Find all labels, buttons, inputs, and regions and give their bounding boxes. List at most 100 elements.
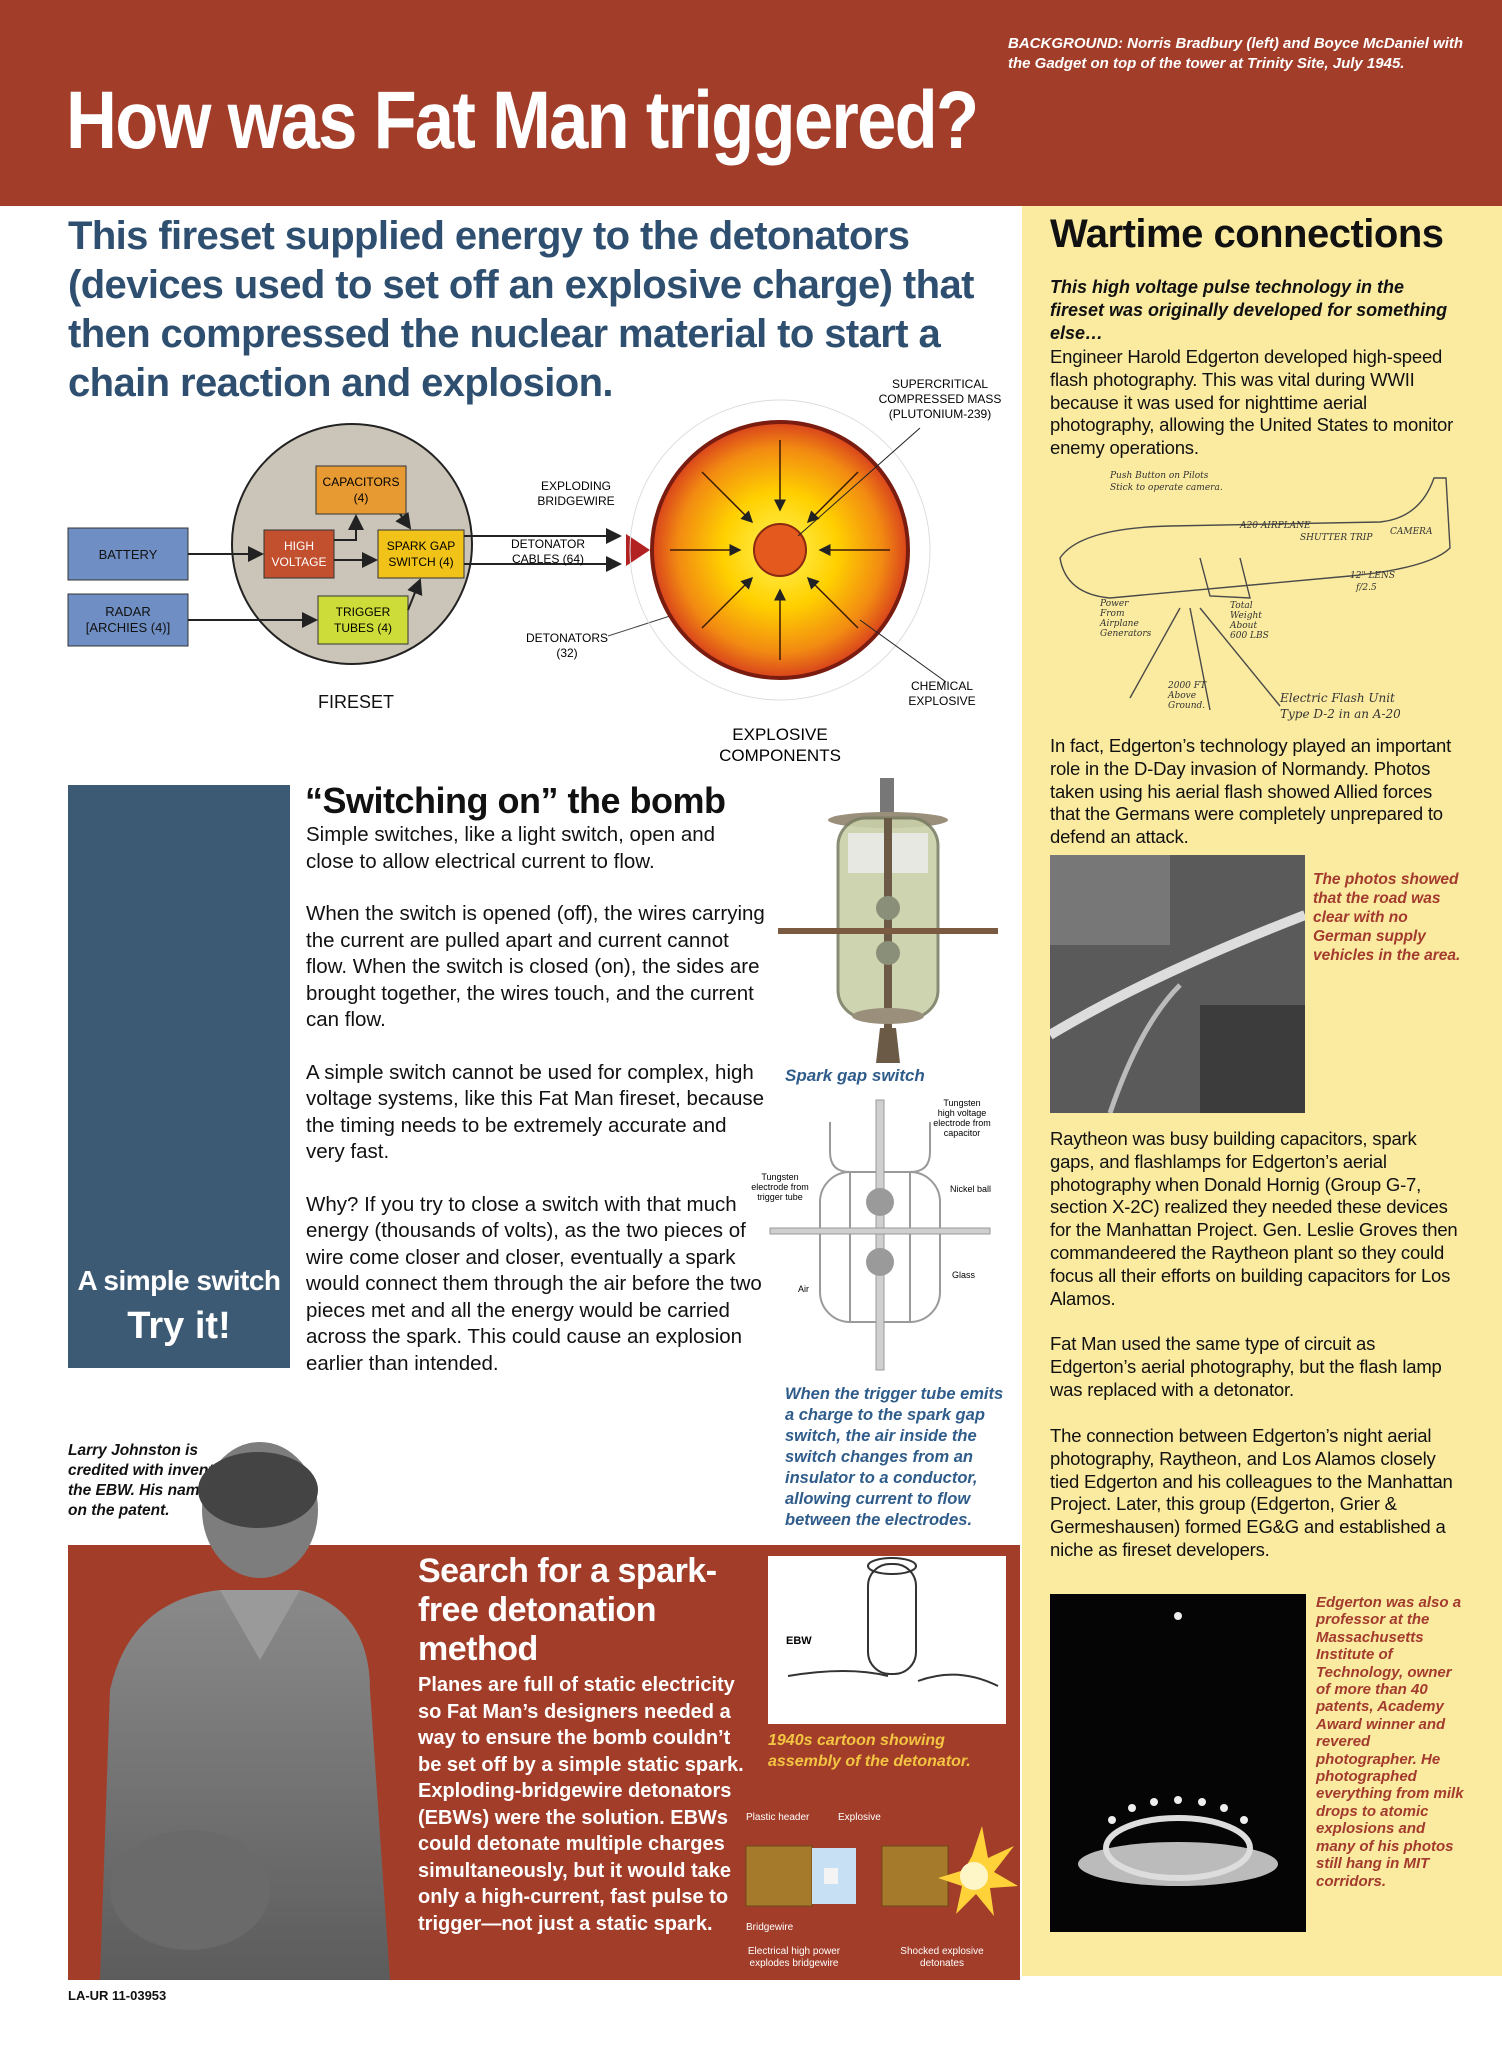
switching-paragraph: When the switch is opened (off), the wir… <box>306 902 765 1031</box>
milk-drop-photo <box>1050 1594 1306 1932</box>
background-caption: BACKGROUND: Norris Bradbury (left) and B… <box>1008 35 1464 72</box>
sketch-flash-2: Type D-2 in an A-20 <box>1280 707 1401 721</box>
sketch-a20: A20 AIRPLANE <box>1239 521 1311 531</box>
trigger-to-spark-arrow <box>407 578 423 611</box>
simple-switch-panel[interactable]: A simple switch Try it! <box>68 785 290 1368</box>
sketch-camera: CAMERA <box>1390 527 1433 537</box>
bridgewire-connector <box>626 534 650 566</box>
hv-to-cap-arrow <box>334 514 364 541</box>
battery-box <box>67 527 189 581</box>
wartime-paragraph-2: In fact, Edgerton’s technology played an… <box>1050 735 1452 848</box>
wartime-paragraph-3: Raytheon was busy building capacitors, s… <box>1050 1128 1458 1309</box>
sketch-power-2: From <box>1099 609 1125 619</box>
supercritical-pointer <box>797 427 921 537</box>
trigger-label-2: TUBES (4) <box>334 621 392 635</box>
shocked-label-2: detonates <box>920 1958 964 1969</box>
sketch-power-1: Power <box>1099 599 1129 609</box>
detonators-label-2: (32) <box>556 646 577 660</box>
johnston-portrait <box>70 1430 410 1980</box>
detonators-label-1: DETONATORS <box>526 631 608 645</box>
document-id: LA-UR 11-03953 <box>68 1988 167 2003</box>
sketch-total-2: Weight <box>1230 611 1262 621</box>
search-title: Search for a spark-free detonation metho… <box>418 1552 717 1668</box>
page-title: How was Fat Man triggered? <box>66 75 979 166</box>
spark-gap-box <box>377 529 465 579</box>
explosive-components-label-2: COMPONENTS <box>719 746 841 765</box>
wartime-title: Wartime connections <box>1050 212 1444 256</box>
spark-gap-label-1: SPARK GAP <box>387 539 455 553</box>
high-voltage-label-1: HIGH <box>284 539 314 553</box>
glass-label: Glass <box>952 1270 976 1280</box>
wartime-paragraph-4: Fat Man used the same type of circuit as… <box>1050 1333 1442 1400</box>
spark-gap-caption: Spark gap switch <box>785 1066 925 1085</box>
detonator-cables-label-1: DETONATOR <box>511 537 585 551</box>
supercritical-label-3: (PLUTONIUM-239) <box>889 407 991 421</box>
aerial-photo <box>1047 855 1307 1114</box>
capacitors-label-2: (4) <box>354 491 369 505</box>
electrical-label-2: explodes bridgewire <box>750 1958 839 1969</box>
radar-label-2: [ARCHIES (4)] <box>86 620 171 635</box>
explosive-label: Explosive <box>838 1812 881 1823</box>
fireset-circle <box>231 423 473 665</box>
spark-gap-switch-photo <box>768 778 1008 1063</box>
battery-label: BATTERY <box>99 547 158 562</box>
header-banner: BACKGROUND: Norris Bradbury (left) and B… <box>0 0 1502 206</box>
trigger-tubes-box <box>317 595 409 645</box>
sketch-ground-1: 2000 FT <box>1167 681 1207 691</box>
high-voltage-label-2: VOLTAGE <box>272 555 327 569</box>
spark-gap-drawing: Tungsten high voltage electrode from cap… <box>740 1092 1020 1382</box>
chemical-label-1: CHEMICAL <box>911 679 973 693</box>
sketch-power-4: Generators <box>1100 629 1152 639</box>
detonator-diagram: Plastic header Explosive Bridgewire Elec… <box>742 1806 1020 1976</box>
tungsten-trig-label-1: Tungsten <box>761 1172 798 1182</box>
shocked-label-1: Shocked explosive <box>900 1946 984 1957</box>
sketch-lens-2: f/2.5 <box>1355 583 1377 593</box>
sketch-total-4: 600 LBS <box>1230 631 1269 641</box>
nickel-ball-label: Nickel ball <box>950 1184 991 1194</box>
switching-title: “Switching on” the bomb <box>305 780 726 821</box>
sketch-flash-1: Electric Flash Unit <box>1279 691 1395 705</box>
electrical-label-1: Electrical high power <box>748 1946 841 1957</box>
fireset-label: FIRESET <box>318 692 394 712</box>
try-it-caption: Try it! <box>127 1305 231 1347</box>
sketch-ground-2: Above <box>1167 691 1196 701</box>
ebw-cartoon: EBW <box>768 1556 1006 1724</box>
tungsten-trig-label-3: trigger tube <box>757 1192 803 1202</box>
plastic-header-label: Plastic header <box>746 1812 810 1823</box>
supercritical-label-2: COMPRESSED MASS <box>879 392 1002 406</box>
tungsten-cap-label-4: capacitor <box>944 1128 981 1138</box>
tungsten-cap-label-3: electrode from <box>933 1118 991 1128</box>
capacitors-label-1: CAPACITORS <box>323 475 400 489</box>
a20-sketch: Push Button on Pilots Stick to operate c… <box>1050 448 1460 730</box>
explosive-sphere <box>629 399 931 701</box>
capacitors-box <box>315 465 407 515</box>
detonator-cables-label-2: CABLES (64) <box>512 552 584 566</box>
exploding-label-2: BRIDGEWIRE <box>537 494 614 508</box>
supercritical-label-1: SUPERCRITICAL <box>892 377 988 391</box>
sketch-total-1: Total <box>1230 601 1253 611</box>
chemical-pointer <box>859 619 947 683</box>
tungsten-cap-label-1: Tungsten <box>943 1098 980 1108</box>
explosive-components-label-1: EXPLOSIVE <box>732 725 827 744</box>
wartime-paragraph-1: Engineer Harold Edgerton developed high-… <box>1050 346 1454 459</box>
cartoon-caption: 1940s cartoon showing assembly of the de… <box>768 1732 971 1770</box>
spark-gap-label-2: SWITCH (4) <box>388 555 453 569</box>
wartime-lead: This high voltage pulse technology in th… <box>1050 277 1448 343</box>
sketch-total-3: About <box>1229 621 1257 631</box>
johnston-caption: Larry Johnston is credited with inventin… <box>68 1442 237 1519</box>
sketch-lens-1: 12" LENS <box>1350 571 1395 581</box>
switching-body: Simple switches, like a light switch, op… <box>306 822 766 1403</box>
aerial-caption: The photos showed that the road was clea… <box>1313 871 1461 964</box>
tungsten-trig-label-2: electrode from <box>751 1182 809 1192</box>
trigger-label-1: TRIGGER <box>336 605 391 619</box>
detonators-pointer <box>607 615 671 637</box>
sketch-push-1: Push Button on Pilots <box>1109 471 1209 481</box>
ebw-label: EBW <box>786 1635 812 1647</box>
switching-paragraph: A simple switch cannot be used for compl… <box>306 1060 765 1164</box>
switching-paragraph: Why? If you try to close a switch with t… <box>306 1192 762 1375</box>
exploding-label-1: EXPLODING <box>541 479 611 493</box>
sketch-push-2: Stick to operate camera. <box>1110 483 1223 493</box>
wartime-paragraph-5: The connection between Edgerton’s night … <box>1050 1425 1453 1560</box>
simple-switch-caption: A simple switch <box>77 1265 281 1296</box>
high-voltage-box <box>263 529 335 579</box>
